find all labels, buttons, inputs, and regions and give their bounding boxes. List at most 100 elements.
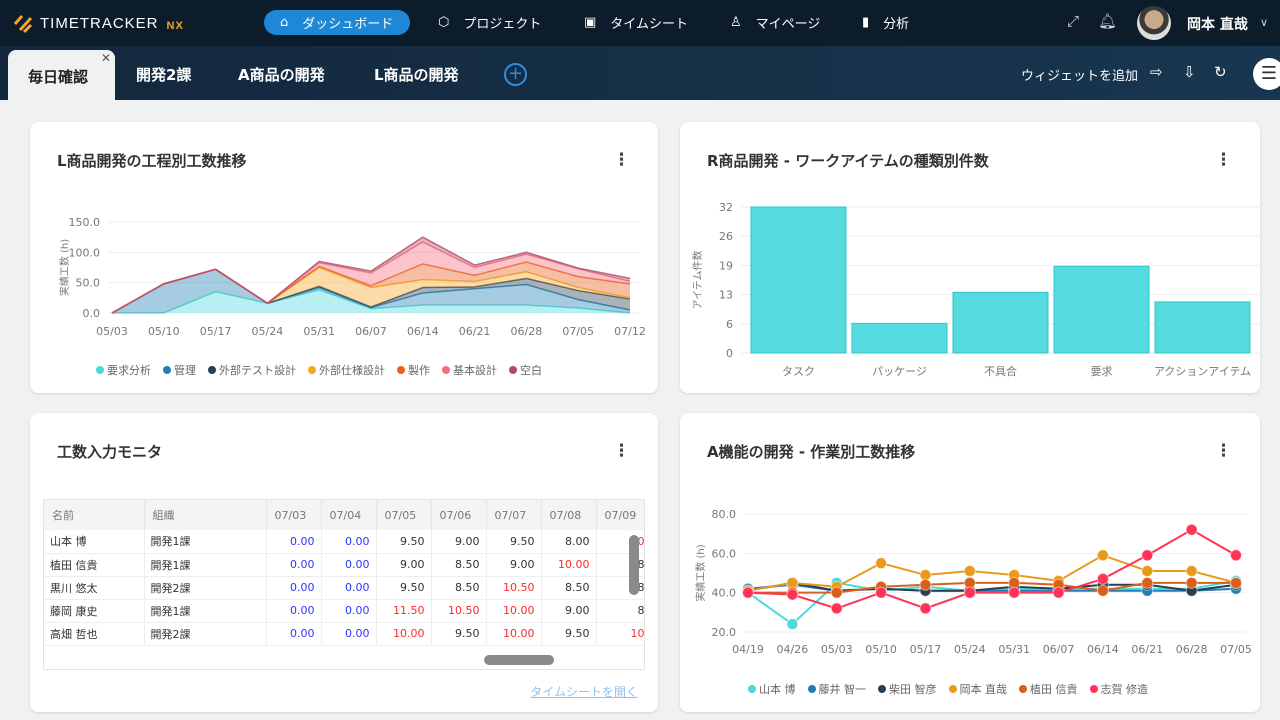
legend-item[interactable]: 要求分析	[96, 362, 151, 378]
hours-cell[interactable]: 10.00	[376, 622, 432, 646]
legend-item[interactable]: 志賀 修造	[1089, 681, 1149, 697]
x-tick-label: 05/31	[303, 325, 335, 338]
refresh-icon[interactable]: ↻	[1214, 63, 1227, 81]
legend-item[interactable]: 製作	[397, 362, 430, 378]
hours-cell[interactable]: 9.50	[486, 530, 542, 554]
column-header[interactable]: 07/05	[376, 500, 432, 530]
x-tick-label: 07/12	[614, 325, 646, 338]
data-point	[1052, 586, 1065, 599]
hours-cell[interactable]: 9.00	[431, 530, 487, 554]
column-header[interactable]: 07/04	[321, 500, 377, 530]
legend-item[interactable]: 管理	[163, 362, 196, 378]
hours-cell[interactable]: 9.50	[376, 576, 432, 600]
close-icon[interactable]: ✕	[100, 51, 111, 65]
more-menu-icon[interactable]: ⋮	[613, 150, 630, 170]
data-point	[1141, 576, 1154, 589]
hours-cell[interactable]: 10.50	[486, 576, 542, 600]
hours-cell[interactable]: 0.00	[266, 576, 322, 600]
area-0	[112, 289, 630, 313]
hours-cell[interactable]: 10.00	[486, 622, 542, 646]
bell-icon[interactable]: 🔔︎	[1098, 12, 1118, 30]
x-tick-label: 06/21	[1131, 643, 1163, 656]
column-header[interactable]: 07/07	[486, 500, 542, 530]
hours-cell[interactable]: 10.00	[541, 553, 597, 577]
hours-cell[interactable]: 8.00	[541, 530, 597, 554]
hours-cell[interactable]: 10.00	[486, 599, 542, 623]
legend-dot	[807, 685, 816, 693]
hours-cell[interactable]: 0.00	[266, 599, 322, 623]
column-header[interactable]: 名前	[44, 500, 145, 530]
user-name[interactable]: 岡本 直哉	[1187, 17, 1248, 33]
x-tick-label: 06/28	[1176, 643, 1208, 656]
more-menu-icon[interactable]: ⋮	[613, 441, 630, 461]
more-menu-icon[interactable]: ⋮	[1215, 150, 1232, 170]
hours-cell[interactable]: 8.50	[541, 576, 597, 600]
hours-cell[interactable]: 0.00	[266, 530, 322, 554]
hours-cell[interactable]: 9.50	[541, 622, 597, 646]
vertical-scrollbar[interactable]	[629, 535, 639, 595]
fullscreen-icon[interactable]: ⤢	[1067, 12, 1080, 30]
tab-dev2[interactable]: 開発2課	[136, 66, 192, 84]
tab-daily-check[interactable]: 毎日確認 ✕	[8, 50, 115, 100]
area-3	[112, 267, 630, 313]
legend-item[interactable]: 基本設計	[442, 362, 497, 378]
hours-cell[interactable]: 8.50	[431, 576, 487, 600]
hours-cell[interactable]: 11.50	[376, 599, 432, 623]
hours-cell[interactable]: 10	[596, 622, 644, 646]
nav-project[interactable]: ⬡ プロジェクト	[422, 10, 557, 35]
hours-cell[interactable]: 0.00	[266, 553, 322, 577]
legend-item[interactable]: 植田 信貴	[1019, 681, 1078, 697]
menu-button[interactable]: ☰	[1253, 58, 1280, 90]
hours-cell[interactable]: 0.00	[321, 576, 377, 600]
legend-item[interactable]: 外部仕様設計	[308, 362, 385, 378]
import-icon[interactable]: ⇩	[1183, 63, 1196, 81]
more-menu-icon[interactable]: ⋮	[1215, 441, 1232, 461]
data-point	[1141, 565, 1154, 578]
nav-mypage[interactable]: ♙ マイページ	[714, 10, 836, 35]
column-header[interactable]: 07/09	[596, 500, 644, 530]
legend-item[interactable]: 柴田 智彦	[878, 681, 937, 697]
hours-cell[interactable]: 0.00	[321, 599, 377, 623]
legend-item[interactable]: 山本 博	[748, 681, 796, 697]
hours-cell[interactable]: 9.00	[486, 553, 542, 577]
legend-item[interactable]: 外部テスト設計	[208, 362, 296, 378]
avatar[interactable]	[1137, 6, 1171, 40]
line-chart: 20.0 40.0 60.0 80.0 実績工数 (h) 04/19 04/26 05/03 0…	[694, 508, 1252, 656]
hours-cell[interactable]: 0.00	[266, 622, 322, 646]
hours-cell[interactable]: 9.50	[431, 622, 487, 646]
hours-cell[interactable]: 0.00	[321, 553, 377, 577]
hours-cell[interactable]: 8.50	[431, 553, 487, 577]
legend-label: 志賀 修造	[1100, 683, 1149, 696]
legend-item[interactable]: 藤井 智一	[807, 681, 866, 697]
column-header[interactable]: 07/03	[266, 500, 322, 530]
chevron-down-icon[interactable]: ∨	[1260, 16, 1269, 29]
hours-cell[interactable]: 8	[596, 599, 644, 623]
y-tick-label: 60.0	[712, 547, 737, 560]
hours-cell[interactable]: 9.00	[541, 599, 597, 623]
export-icon[interactable]: ⇨	[1150, 63, 1163, 81]
add-widget-button[interactable]: ウィジェットを追加	[1021, 69, 1139, 84]
user-icon: ♙	[730, 15, 742, 30]
bar	[750, 206, 847, 354]
hours-cell[interactable]: 9.50	[376, 530, 432, 554]
nav-dashboard[interactable]: ⌂ ダッシュボード	[264, 10, 410, 35]
column-header[interactable]: 07/08	[541, 500, 597, 530]
nav-timesheet[interactable]: ▣ タイムシート	[568, 10, 704, 35]
hours-cell[interactable]: 9.00	[376, 553, 432, 577]
hours-cell[interactable]: 0.00	[321, 530, 377, 554]
tab-l-product[interactable]: L商品の開発	[374, 66, 459, 84]
add-tab-button[interactable]: +	[504, 63, 527, 86]
nav-analysis[interactable]: ▮ 分析	[846, 10, 925, 35]
column-header[interactable]: 07/06	[431, 500, 487, 530]
legend-item[interactable]: 岡本 直哉	[948, 681, 1007, 697]
y-tick-label: 0	[726, 347, 733, 360]
hours-cell[interactable]: 0.00	[321, 622, 377, 646]
app-logo[interactable]: TIMETRACKER NX	[12, 12, 184, 34]
legend-item[interactable]: 空白	[509, 362, 542, 378]
column-header[interactable]: 組織	[144, 500, 267, 530]
horizontal-scrollbar[interactable]	[484, 655, 554, 665]
tab-a-product[interactable]: A商品の開発	[238, 66, 325, 84]
hours-cell[interactable]: 10.50	[431, 599, 487, 623]
open-timesheet-link[interactable]: タイムシートを開く	[530, 685, 638, 699]
area-chart: 0.0 50.0 100.0 150.0 実績工数 (h) 05/03 05/10 05/17…	[58, 216, 646, 338]
